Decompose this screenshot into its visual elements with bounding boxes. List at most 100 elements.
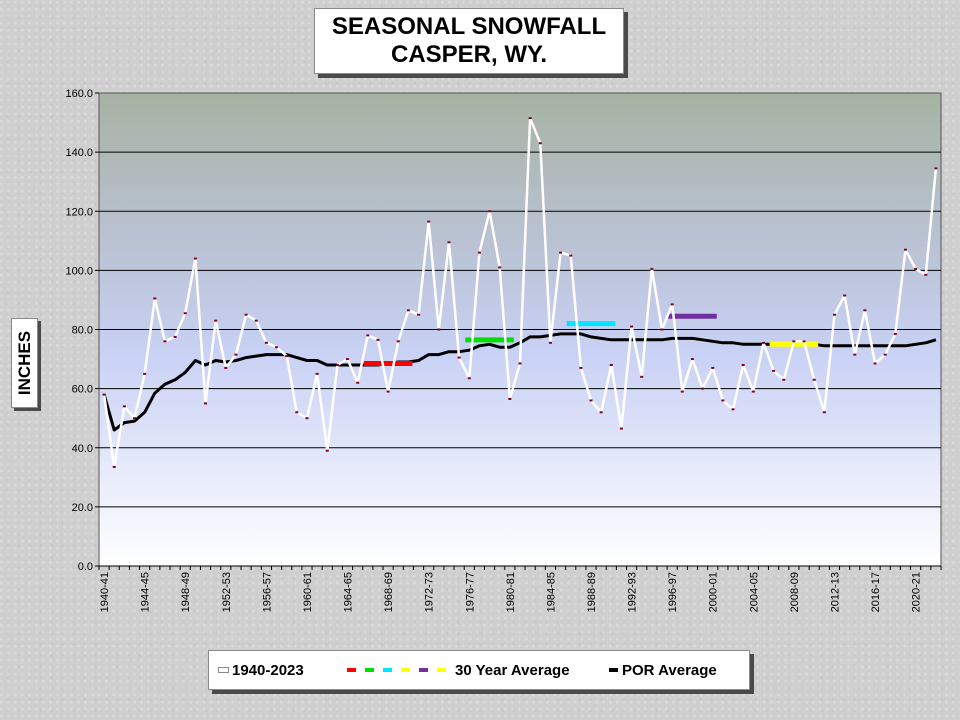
data-point bbox=[680, 390, 684, 393]
data-point bbox=[406, 309, 410, 312]
data-point bbox=[802, 340, 806, 343]
data-point bbox=[488, 210, 492, 213]
data-point bbox=[508, 397, 512, 400]
x-tick-label: 2020-21 bbox=[911, 572, 923, 612]
x-tick-label: 1952-53 bbox=[221, 572, 233, 612]
data-point bbox=[832, 313, 836, 316]
data-point bbox=[183, 312, 187, 315]
data-point bbox=[690, 358, 694, 361]
data-point bbox=[346, 358, 350, 361]
y-tick-label: 120.0 bbox=[65, 206, 93, 218]
data-point bbox=[498, 266, 502, 269]
data-point bbox=[285, 355, 289, 358]
data-point bbox=[102, 393, 106, 396]
data-point bbox=[457, 356, 461, 359]
x-tick-label: 1976-77 bbox=[464, 572, 476, 612]
y-tick-label: 20.0 bbox=[72, 502, 93, 514]
data-point bbox=[711, 366, 715, 369]
data-point bbox=[153, 297, 157, 300]
data-point bbox=[224, 366, 228, 369]
data-point bbox=[163, 340, 167, 343]
legend-swatch-thirty-year bbox=[419, 668, 428, 672]
data-point bbox=[335, 363, 339, 366]
data-point bbox=[741, 363, 745, 366]
y-axis-label: INCHES bbox=[11, 318, 38, 408]
data-point bbox=[254, 319, 258, 322]
x-tick-label: 1984-85 bbox=[545, 572, 557, 612]
x-tick-label: 1948-49 bbox=[180, 572, 192, 612]
data-point bbox=[204, 402, 208, 405]
data-point bbox=[873, 362, 877, 365]
legend-swatch-thirty-year bbox=[437, 668, 446, 672]
x-tick-label: 1988-89 bbox=[586, 572, 598, 612]
data-point bbox=[761, 341, 765, 344]
data-point bbox=[619, 427, 623, 430]
x-tick-label: 2016-17 bbox=[870, 572, 882, 612]
data-point bbox=[772, 369, 776, 372]
data-point bbox=[244, 313, 248, 316]
legend-swatch-por bbox=[609, 668, 618, 672]
data-point bbox=[122, 405, 126, 408]
chart-title-line-2: CASPER, WY. bbox=[390, 41, 548, 68]
data-point bbox=[640, 375, 644, 378]
x-tick-label: 1992-93 bbox=[627, 572, 639, 612]
y-tick-label: 140.0 bbox=[65, 147, 93, 159]
data-point bbox=[305, 417, 309, 420]
data-point bbox=[569, 254, 573, 257]
data-point bbox=[863, 309, 867, 312]
x-tick-label: 1996-97 bbox=[667, 572, 679, 612]
data-point bbox=[548, 341, 552, 344]
data-point bbox=[315, 372, 319, 375]
data-point bbox=[366, 334, 370, 337]
data-point bbox=[386, 390, 390, 393]
data-point bbox=[579, 366, 583, 369]
gridlines bbox=[99, 151, 941, 508]
x-tick-label: 2012-13 bbox=[829, 572, 841, 612]
legend: 1940-2023 30 Year Average POR Average bbox=[208, 650, 750, 690]
data-point bbox=[396, 340, 400, 343]
x-tick-label: 2004-05 bbox=[748, 572, 760, 612]
y-tick-label: 100.0 bbox=[65, 265, 93, 277]
legend-swatch-thirty-year bbox=[365, 668, 374, 672]
data-point bbox=[559, 251, 563, 254]
chart-title-line-1: SEASONAL SNOWFALL bbox=[331, 13, 607, 40]
data-point bbox=[437, 328, 441, 331]
x-tick-label: 1960-61 bbox=[302, 572, 314, 612]
data-point bbox=[477, 251, 481, 254]
data-point bbox=[133, 417, 137, 420]
legend-item-thirty-year: 30 Year Average bbox=[347, 651, 570, 689]
legend-swatch-thirty-year bbox=[401, 668, 410, 672]
data-point bbox=[853, 353, 857, 356]
data-point bbox=[214, 319, 218, 322]
data-point bbox=[417, 313, 421, 316]
y-tick-label: 40.0 bbox=[72, 443, 93, 455]
data-point bbox=[903, 248, 907, 251]
data-point bbox=[325, 449, 329, 452]
data-point bbox=[518, 362, 522, 365]
y-tick-label: 80.0 bbox=[72, 325, 93, 337]
data-point bbox=[914, 267, 918, 270]
data-point bbox=[721, 399, 725, 402]
data-point bbox=[843, 294, 847, 297]
data-point bbox=[193, 257, 197, 260]
data-point bbox=[599, 411, 603, 414]
data-point bbox=[112, 465, 116, 468]
data-point bbox=[782, 378, 786, 381]
data-point bbox=[173, 335, 177, 338]
data-point bbox=[630, 325, 634, 328]
x-axis-ticks: 1940-41 1944-45 1948-49 1952-53 1956-57 1960-… bbox=[98, 565, 942, 612]
data-point bbox=[447, 241, 451, 244]
legend-swatches-thirty-year bbox=[347, 668, 455, 672]
data-point bbox=[143, 372, 147, 375]
x-tick-label: 1956-57 bbox=[261, 572, 273, 612]
y-tick-label: 0.0 bbox=[78, 561, 93, 573]
y-tick-label: 60.0 bbox=[72, 384, 93, 396]
legend-label-series: 1940-2023 bbox=[232, 661, 304, 679]
x-tick-label: 1968-69 bbox=[383, 572, 395, 612]
y-tick-label: 160.0 bbox=[65, 88, 93, 100]
data-point bbox=[660, 328, 664, 331]
x-tick-label: 1940-41 bbox=[99, 572, 111, 612]
data-point bbox=[467, 377, 471, 380]
data-point bbox=[609, 363, 613, 366]
